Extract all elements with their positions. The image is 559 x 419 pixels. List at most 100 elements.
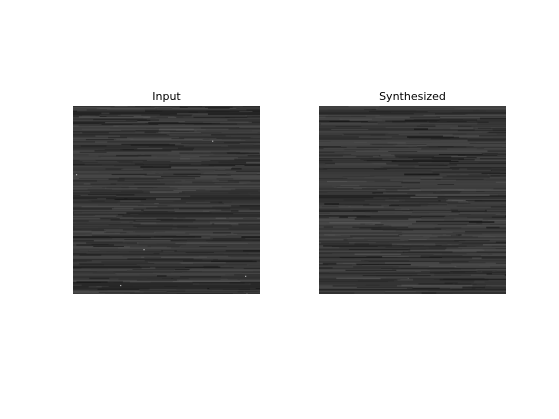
texture-streak [212,232,231,234]
texture-streak [439,234,505,236]
texture-streak [439,120,506,121]
texture-streak [96,107,156,110]
texture-band [73,106,260,109]
texture-band [319,118,506,121]
texture-streak [417,273,487,275]
texture-streak [141,256,208,259]
texture-streak [458,241,506,243]
texture-streak [231,201,260,203]
texture-streak [319,118,343,120]
texture-streak [370,174,438,176]
texture-streak [435,125,459,127]
texture-streak [73,165,115,168]
texture-streak [474,280,506,282]
texture-streak [377,210,452,213]
texture-streak [141,261,180,263]
texture-streak [179,276,222,278]
texture-streak [185,192,259,194]
texture-streak [434,227,462,229]
texture-streak [97,288,140,291]
texture-streak [382,158,413,160]
texture-streak [137,125,157,127]
texture-streak [119,177,195,180]
texture-streak [178,177,241,180]
texture-streak [243,268,260,270]
texture-streak [171,138,185,140]
texture-streak [429,212,501,214]
texture-band [73,127,260,130]
texture-streak [319,267,382,270]
texture-streak [145,122,212,125]
texture-streak [148,146,221,148]
texture-streak [382,157,432,160]
texture-band [73,106,260,107]
texture-streak [121,143,170,145]
texture-streak [127,106,151,107]
texture-streak [166,291,244,293]
texture-streak [133,225,189,227]
texture-streak [203,121,252,123]
texture-streak [160,180,182,182]
texture-streak [488,131,506,133]
texture-streak [122,149,194,151]
texture-streak [101,124,159,125]
texture-streak [247,264,260,266]
texture-streak [129,221,194,223]
texture-streak [135,220,161,221]
texture-streak [445,249,506,251]
texture-streak [192,181,240,184]
texture-band [73,125,260,128]
texture-streak [171,107,240,109]
texture-streak [246,161,260,164]
texture-streak [459,167,506,169]
texture-band [319,139,506,142]
texture-streak [137,121,185,123]
texture-streak [471,286,506,289]
texture-streak [385,133,453,136]
texture-streak [319,115,352,117]
texture-streak [456,205,506,207]
texture-streak [228,232,260,234]
texture-streak [160,131,170,134]
texture-streak [130,138,203,140]
texture-streak [90,183,165,185]
texture-streak [418,162,479,164]
texture-streak [468,221,495,223]
texture-streak [193,116,248,118]
texture-streak [135,173,159,174]
texture-streak [361,260,410,262]
texture-streak [379,114,424,116]
texture-streak [342,262,356,264]
texture-streak [73,224,109,227]
texture-streak [432,171,492,174]
texture-streak [213,238,246,240]
texture-streak [116,183,135,185]
texture-streak [429,180,487,182]
texture-streak [438,173,490,176]
texture-streak [354,243,369,246]
texture-streak [387,142,406,144]
texture-streak [348,227,360,229]
texture-streak [431,169,491,171]
texture-streak [335,126,362,128]
texture-streak [468,260,506,263]
texture-streak [127,258,194,260]
texture-streak [89,126,119,127]
texture-streak [190,163,202,165]
texture-streak [388,242,447,244]
texture-streak [326,180,367,183]
texture-band [319,263,506,266]
texture-streak [78,125,114,127]
texture-streak [412,212,460,214]
texture-band [319,211,506,214]
texture-streak [144,183,179,186]
texture-streak [435,191,506,193]
texture-streak [73,149,99,151]
texture-streak [88,249,162,252]
texture-streak [228,182,260,184]
texture-streak [418,165,448,167]
texture-streak [242,106,260,107]
texture-streak [409,116,441,119]
texture-streak [93,245,124,247]
texture-streak [177,227,199,229]
